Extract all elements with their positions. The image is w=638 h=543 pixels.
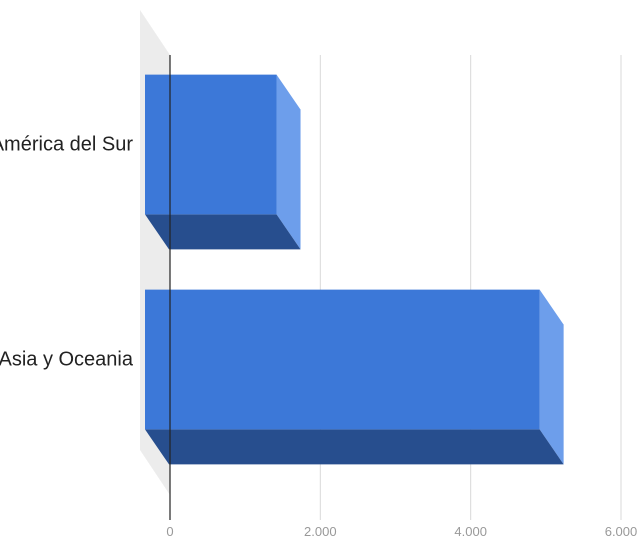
category-label-1: Asia y Oceania [0,349,134,371]
bars [145,74,564,465]
bar-side-1 [539,289,564,465]
x-tick-label-1: 2.000 [304,524,337,539]
bar-side-0 [276,74,301,250]
x-tick-labels: 0 2.000 4.000 6.000 [166,524,637,539]
bar-bottom-0 [145,214,301,250]
category-label-0: América del Sur [0,134,133,156]
bar-1 [145,289,564,465]
x-tick-label-3: 6.000 [605,524,638,539]
bar-front-1 [145,289,540,430]
category-labels: América del Sur Asia y Oceania [0,134,134,371]
x-tick-label-0: 0 [166,524,173,539]
bar-front-0 [145,74,277,215]
bar-0 [145,74,301,250]
bar-bottom-1 [145,429,564,465]
x-tick-label-2: 4.000 [454,524,487,539]
